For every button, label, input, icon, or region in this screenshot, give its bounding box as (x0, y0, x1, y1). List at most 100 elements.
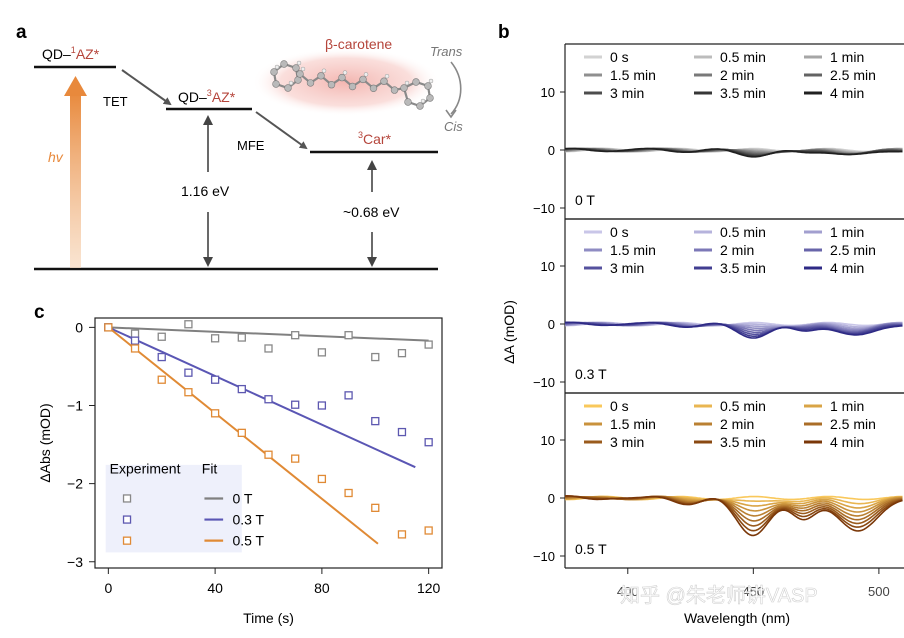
molecule-h-atom (321, 68, 327, 74)
legend-marker (122, 536, 132, 545)
data-point (371, 416, 380, 426)
panel-b-plots: 10 0 −10 0 T 0 s 0.5 min 1 min 1.5 min 2 min 2.5 … (533, 43, 904, 599)
molecule-atom (404, 98, 412, 106)
molecule-atom (327, 80, 336, 89)
molecule-h-atom (404, 80, 410, 86)
data-point (291, 400, 300, 409)
legend-label: 3.5 min (720, 85, 766, 101)
legend-label: 4 min (830, 434, 864, 450)
data-point (371, 352, 380, 362)
molecule-label: β-carotene (325, 36, 392, 52)
data-point (317, 348, 327, 357)
data-point (397, 427, 407, 437)
x-tick-label: 500 (868, 584, 890, 599)
data-point (397, 530, 407, 539)
x-tick-label: 400 (617, 584, 639, 599)
molecule-atom (424, 82, 432, 90)
arrow-068-down-head (367, 257, 377, 267)
legend-label: 3 min (610, 85, 644, 101)
data-point (371, 503, 380, 512)
series-0_5T (104, 323, 433, 545)
data-point (317, 474, 327, 484)
molecule-atom (380, 77, 388, 85)
tet-arrow (121, 69, 172, 106)
legend-label: 3 min (610, 260, 644, 276)
molecule-h-atom (428, 78, 434, 84)
series-0_3T (104, 323, 433, 469)
molecule-h-atom (274, 64, 280, 70)
legend-label: 1 min (830, 224, 864, 240)
molecule-atom (348, 82, 357, 91)
legend-label: 0.5 min (720, 224, 766, 240)
legend-marker (122, 494, 132, 503)
panel-b: b 10 0 −10 0 T 0 s 0.5 min 1 min 1.5 min 2 min 2.… (498, 22, 904, 626)
x-tick-label: 0 (104, 580, 112, 596)
panel-a: a QD–1AZ* QD–3AZ* 3Car* TET MFE hv 1.16 … (16, 22, 463, 271)
label-qd-triplet: QD–3AZ* (178, 88, 236, 105)
molecule-atom (306, 79, 315, 87)
legend-label: 3.5 min (720, 434, 766, 450)
molecule-atom (317, 72, 325, 80)
data-point (264, 344, 273, 353)
molecule-atom (272, 80, 280, 88)
molecule-atom (426, 94, 434, 102)
legend-label: 2 min (720, 416, 754, 432)
x-tick-label: 80 (314, 580, 330, 596)
y-tick-label: −10 (533, 375, 555, 390)
y-tick-label: −10 (533, 201, 555, 216)
legend-label: 2.5 min (830, 242, 876, 258)
legend-label: 1.5 min (610, 242, 656, 258)
legend-label: 1.5 min (610, 416, 656, 432)
data-point (237, 333, 246, 342)
molecule-h-atom (300, 66, 306, 72)
y-tick-label: 0 (548, 491, 555, 506)
label-qd-singlet: QD–1AZ* (42, 45, 100, 62)
data-point (344, 331, 353, 340)
legend-header-experiment: Experiment (110, 460, 181, 476)
energy-car-label: ~0.68 eV (343, 204, 400, 220)
trans-label: Trans (430, 44, 463, 59)
molecule-h-atom (420, 98, 426, 104)
data-point (210, 334, 220, 343)
molecule-atom (296, 70, 304, 78)
energy-triplet-label: 1.16 eV (181, 183, 230, 199)
legend-label: 3.5 min (720, 260, 766, 276)
hv-label: hv (48, 149, 64, 165)
data-point (344, 391, 353, 400)
data-point (184, 388, 193, 397)
x-tick-label: 120 (417, 580, 441, 596)
molecule-atom (338, 73, 346, 82)
molecule-atom (400, 84, 408, 92)
molecule-atom (292, 64, 300, 72)
data-point (184, 320, 193, 329)
molecule-h-atom (363, 72, 369, 77)
legend-label: 2 min (720, 67, 754, 83)
legend-header-fit: Fit (202, 460, 218, 476)
legend-label: 2.5 min (830, 416, 876, 432)
legend-label: 2 min (720, 242, 754, 258)
mfe-label: MFE (237, 138, 265, 153)
legend-label: 0.3 T (232, 512, 264, 528)
data-point (291, 331, 300, 340)
arrow-116-down-head (203, 257, 213, 267)
molecule-atom (390, 86, 399, 94)
field-label: 0.3 T (575, 366, 607, 382)
panel-c-ylabel: ΔAbs (mOD) (37, 403, 53, 482)
data-point (104, 323, 113, 332)
molecule-atom (412, 78, 420, 86)
trans-cis-arrow-head (445, 109, 457, 119)
y-tick-label: 10 (541, 433, 555, 448)
data-point (157, 352, 166, 362)
data-point (264, 395, 273, 404)
mfe-arrow (255, 111, 308, 150)
panel-label-b: b (498, 22, 510, 43)
y-tick-label: −2 (67, 476, 83, 492)
beta-carotene-molecule (270, 60, 434, 110)
tet-label: TET (103, 94, 128, 109)
molecule-atom (280, 60, 288, 68)
data-point (210, 375, 220, 384)
data-point (157, 332, 166, 341)
legend-label: 4 min (830, 260, 864, 276)
panel-c: c 0 40 80 120 0 −1 −2 −3 Time (s) ΔAbs (mOD) Exper… (34, 302, 443, 626)
